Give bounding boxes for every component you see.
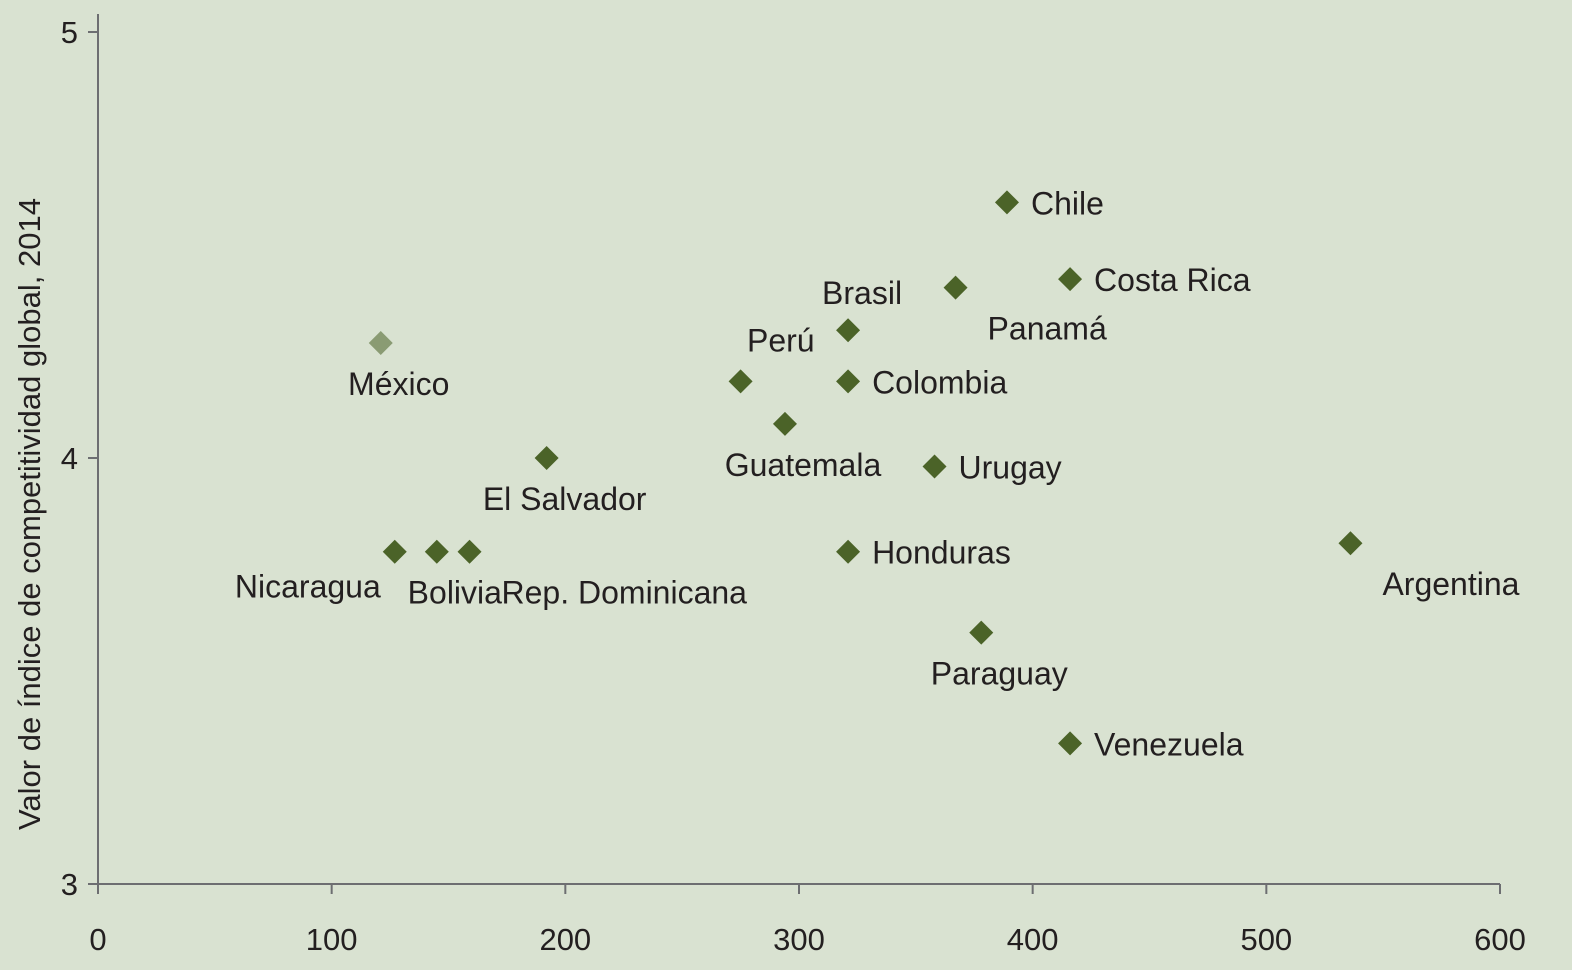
x-tick-label: 0 <box>89 922 106 957</box>
data-point <box>382 539 407 564</box>
data-point <box>1338 531 1363 556</box>
point-label: Costa Rica <box>1094 262 1251 298</box>
point-label: Nicaragua <box>235 569 381 605</box>
data-point <box>994 190 1019 215</box>
data-point <box>368 330 393 355</box>
data-point <box>943 275 968 300</box>
point-label: Bolivia <box>408 575 502 611</box>
x-tick-label: 600 <box>1474 922 1526 957</box>
y-tick-label: 5 <box>61 15 78 50</box>
point-label: Urugay <box>959 450 1062 486</box>
point-label: El Salvador <box>483 481 647 517</box>
data-point <box>969 620 994 645</box>
data-point <box>836 318 861 343</box>
y-tick-label: 3 <box>61 867 78 902</box>
data-point <box>457 539 482 564</box>
point-label: Honduras <box>872 535 1011 571</box>
data-points <box>368 190 1363 756</box>
x-tick-label: 400 <box>1007 922 1059 957</box>
axes <box>88 14 1501 894</box>
data-point <box>772 411 797 436</box>
tick-labels: 0 100 200 300 400 500 600 3 4 5 <box>61 15 1526 957</box>
x-tick-label: 300 <box>773 922 825 957</box>
point-label: Rep. Dominicana <box>502 575 748 611</box>
data-point <box>1058 267 1083 292</box>
point-label: Guatemala <box>725 447 882 483</box>
data-point <box>922 454 947 479</box>
x-tick-label: 500 <box>1240 922 1292 957</box>
point-label: Perú <box>747 322 815 358</box>
point-label: Chile <box>1031 185 1104 221</box>
y-tick-label: 4 <box>61 441 78 476</box>
x-tick-label: 100 <box>306 922 358 957</box>
data-point <box>534 446 559 470</box>
point-label: Brasil <box>822 275 902 311</box>
data-point <box>424 539 449 564</box>
point-label: Paraguay <box>931 656 1068 692</box>
data-point <box>836 369 861 394</box>
data-point <box>1058 731 1083 756</box>
y-axis-title: Valor de índice de competitividad global… <box>12 198 47 830</box>
data-point <box>836 539 861 564</box>
point-label: Argentina <box>1382 566 1519 602</box>
x-tick-label: 200 <box>539 922 591 957</box>
point-label: Panamá <box>988 311 1107 347</box>
point-label: México <box>348 366 449 402</box>
data-point <box>728 369 753 394</box>
point-label: Colombia <box>872 364 1007 400</box>
point-label: Venezuela <box>1094 726 1244 762</box>
